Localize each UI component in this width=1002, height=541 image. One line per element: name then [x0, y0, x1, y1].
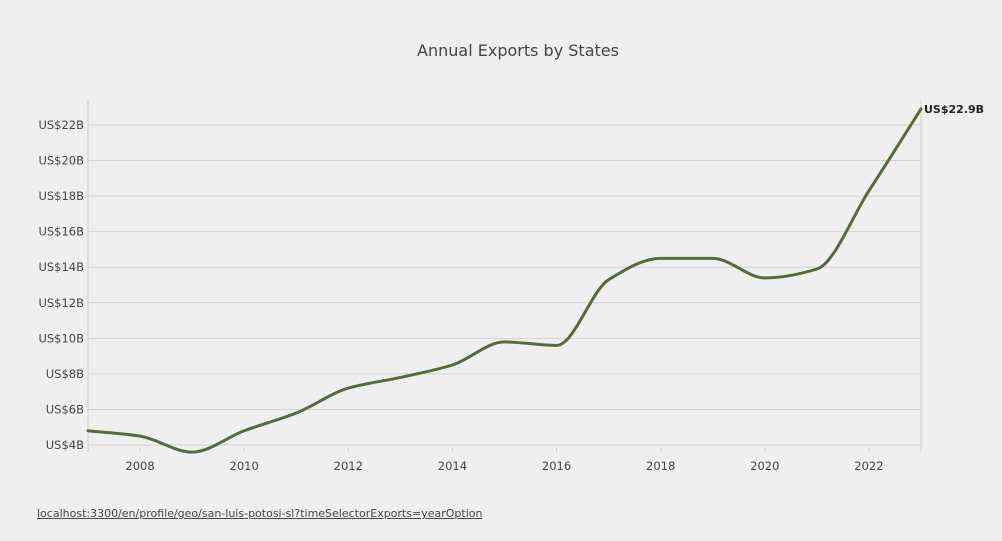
data-point — [86, 429, 90, 433]
data-point — [398, 375, 402, 379]
grid-layer — [88, 124, 921, 446]
data-point — [555, 343, 559, 347]
data-point — [867, 189, 871, 193]
data-point — [659, 256, 663, 260]
data-point — [815, 267, 819, 271]
series-line-exports — [86, 107, 923, 454]
x-tick-label: 2020 — [750, 459, 779, 473]
x-tick-label: 2018 — [646, 459, 675, 473]
y-tick-label: US$16B — [38, 225, 84, 239]
end-value-label: US$22.9B — [924, 103, 984, 116]
data-point — [763, 276, 767, 280]
data-point — [190, 450, 194, 454]
source-url-link[interactable]: localhost:3300/en/profile/geo/san-luis-p… — [37, 507, 483, 520]
y-tick-label: US$6B — [46, 402, 84, 416]
x-tick-label: 2008 — [125, 459, 154, 473]
data-point — [711, 256, 715, 260]
y-tick-label: US$10B — [38, 331, 84, 345]
y-tick-label: US$12B — [38, 296, 84, 310]
series-layer — [86, 107, 923, 454]
x-tick-label: 2016 — [542, 459, 571, 473]
y-tick-label: US$4B — [46, 438, 84, 452]
y-tick-label: US$20B — [38, 154, 84, 168]
y-tick-label: US$8B — [46, 367, 84, 381]
data-point — [346, 386, 350, 390]
x-tick-label: 2022 — [854, 459, 883, 473]
chart-title: Annual Exports by States — [417, 41, 619, 60]
data-point — [607, 278, 611, 282]
y-tick-label: US$18B — [38, 189, 84, 203]
x-tick-label: 2012 — [334, 459, 363, 473]
y-tick-label: US$14B — [38, 260, 84, 274]
data-point — [242, 429, 246, 433]
data-point — [919, 107, 923, 111]
line-chart: Annual Exports by States US$4B US$6B US$8B… — [38, 41, 984, 473]
y-tick-label: US$22B — [38, 118, 84, 132]
axis-layer — [87, 100, 922, 452]
data-point — [294, 411, 298, 415]
x-tick-label: 2014 — [438, 459, 467, 473]
data-point — [450, 363, 454, 367]
label-layer: US$4B US$6B US$8B US$10B US$12B US$14B US$16B U… — [38, 103, 984, 473]
data-point — [138, 434, 142, 438]
data-point — [503, 340, 507, 344]
x-tick-label: 2010 — [230, 459, 259, 473]
